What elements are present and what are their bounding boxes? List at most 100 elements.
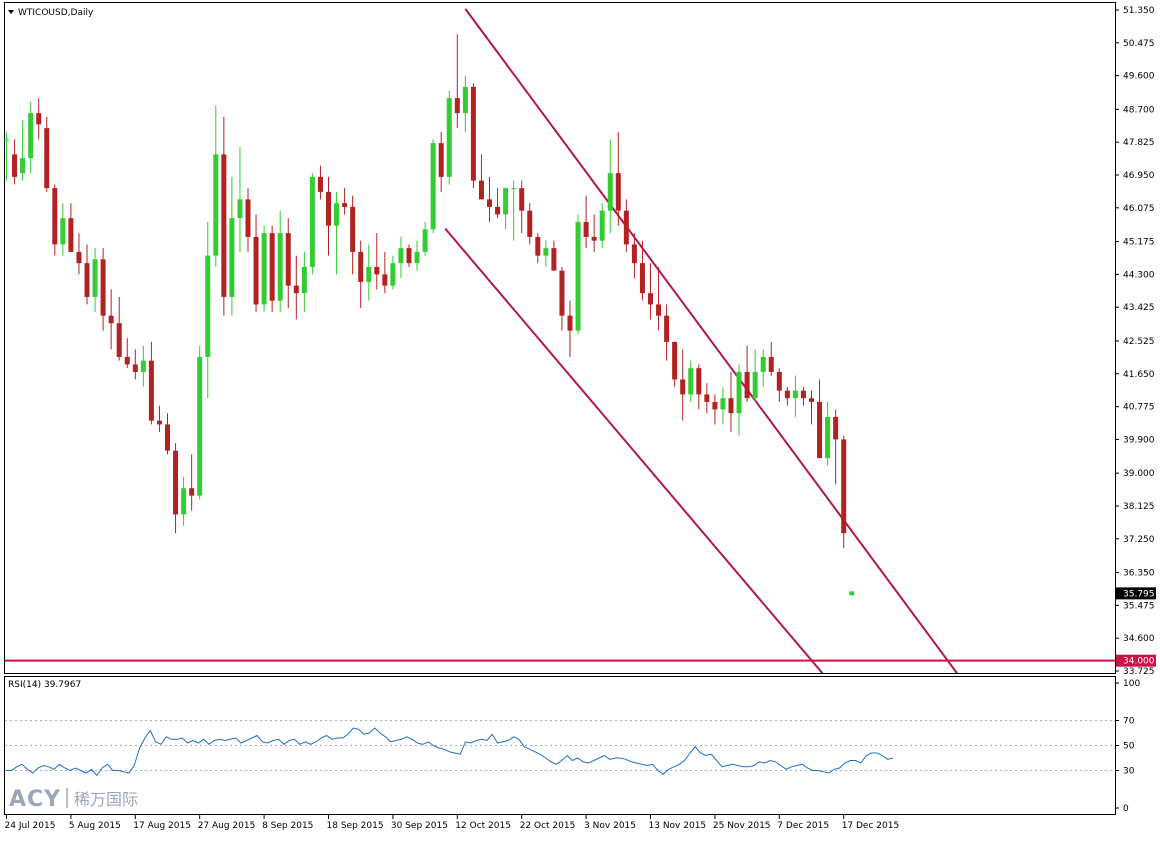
candle-body <box>148 360 154 421</box>
candle-body <box>792 390 798 399</box>
candle-body <box>712 401 718 410</box>
price-panel-frame <box>4 2 1116 674</box>
price-tick-label: 36.350 <box>1123 569 1155 579</box>
candle-body <box>4 139 9 141</box>
candle-body <box>374 266 380 275</box>
candle-body <box>124 356 130 365</box>
candle-body <box>591 236 597 241</box>
price-tick-label: 42.525 <box>1123 337 1155 347</box>
candle-body <box>817 401 823 459</box>
candle-body <box>631 244 637 264</box>
price-tick-label: 37.250 <box>1123 535 1155 545</box>
price-tick-label: 43.425 <box>1123 303 1155 313</box>
candle-body <box>84 263 90 297</box>
time-tick-label: 12 Oct 2015 <box>455 821 511 831</box>
candle-body <box>543 248 549 256</box>
price-tick-label: 33.725 <box>1123 667 1155 677</box>
candle-body <box>20 158 26 174</box>
rsi-tick-label: 100 <box>1123 679 1140 689</box>
candle-body <box>478 180 484 200</box>
candle-body <box>390 263 396 286</box>
candle-body <box>334 203 340 226</box>
price-tick-label: 39.900 <box>1123 435 1155 445</box>
rsi-tick-label: 0 <box>1123 804 1129 814</box>
price-tick-label: 35.475 <box>1123 601 1155 611</box>
candle-body <box>784 390 790 399</box>
candle-body <box>454 98 460 114</box>
chart-title: WTICOUSD,Daily <box>18 8 94 18</box>
candle-body <box>92 259 98 297</box>
time-tick-label: 17 Aug 2015 <box>133 821 191 831</box>
candle-body <box>269 233 275 301</box>
candle-body <box>696 368 702 395</box>
candle-body <box>470 86 476 181</box>
candle-body <box>140 360 146 372</box>
candle-body <box>205 255 211 357</box>
candle-body <box>342 203 348 207</box>
candle-body <box>599 210 605 241</box>
candle-body <box>350 206 356 252</box>
time-tick-label: 18 Sep 2015 <box>327 821 384 831</box>
price-tick-label: 44.300 <box>1123 270 1155 280</box>
candle-body <box>398 248 404 264</box>
candle-body <box>800 390 806 399</box>
candle-body <box>752 371 758 399</box>
candle-body <box>197 356 203 496</box>
price-tick-label: 50.475 <box>1123 39 1155 49</box>
candle-body <box>382 274 388 286</box>
candle-body <box>704 394 710 402</box>
candle-body <box>237 199 243 219</box>
candle-body <box>309 176 315 267</box>
candle-body <box>189 488 195 496</box>
price-tick-label: 49.600 <box>1123 72 1155 82</box>
candle-body <box>213 154 219 256</box>
candle-body <box>567 315 573 331</box>
acy-logo: ACY 稀万国际 <box>9 787 138 812</box>
time-tick-label: 7 Dec 2015 <box>777 821 829 831</box>
candle-body <box>358 251 364 282</box>
candle-body <box>317 176 323 192</box>
support-price-label: 34.000 <box>1123 657 1155 667</box>
candle-body <box>253 236 259 305</box>
candle-body <box>36 113 42 125</box>
current-price-label: 35.795 <box>1123 589 1155 599</box>
candle-body <box>229 218 235 297</box>
time-tick-label: 13 Nov 2015 <box>649 821 707 831</box>
candle-body <box>446 98 452 177</box>
chevron-down-icon[interactable] <box>8 10 14 14</box>
time-tick-label: 25 Nov 2015 <box>713 821 771 831</box>
price-tick-label: 48.700 <box>1123 105 1155 115</box>
candle-body <box>68 218 74 252</box>
candle-body <box>527 210 533 237</box>
candle-body <box>165 424 170 451</box>
candle-body <box>648 293 653 305</box>
candle-body <box>76 251 82 264</box>
candle-body <box>615 173 621 211</box>
candle-body <box>551 248 557 271</box>
candle-body <box>261 233 267 305</box>
rsi-tick-label: 70 <box>1123 717 1135 727</box>
time-tick-label: 22 Oct 2015 <box>520 821 576 831</box>
candle-body <box>430 143 436 230</box>
candle-body <box>559 270 565 316</box>
candle-body <box>841 439 847 534</box>
candle-body <box>728 398 734 414</box>
time-tick-label: 3 Nov 2015 <box>584 821 636 831</box>
candle-body <box>326 191 331 226</box>
time-tick-label: 8 Sep 2015 <box>262 821 313 831</box>
acy-logo-cn: 稀万国际 <box>74 790 138 809</box>
time-tick-label: 5 Aug 2015 <box>69 821 121 831</box>
price-tick-label: 46.075 <box>1123 204 1155 214</box>
candle-body <box>301 266 307 294</box>
candle-body <box>221 154 227 297</box>
candle-body <box>519 188 525 211</box>
candle-body <box>776 371 782 391</box>
candle-body <box>181 488 187 515</box>
candle-body <box>664 315 670 342</box>
current-price-box <box>1116 587 1156 600</box>
candle-body <box>639 263 645 294</box>
logo-divider <box>66 788 68 808</box>
candle-body <box>809 398 814 402</box>
